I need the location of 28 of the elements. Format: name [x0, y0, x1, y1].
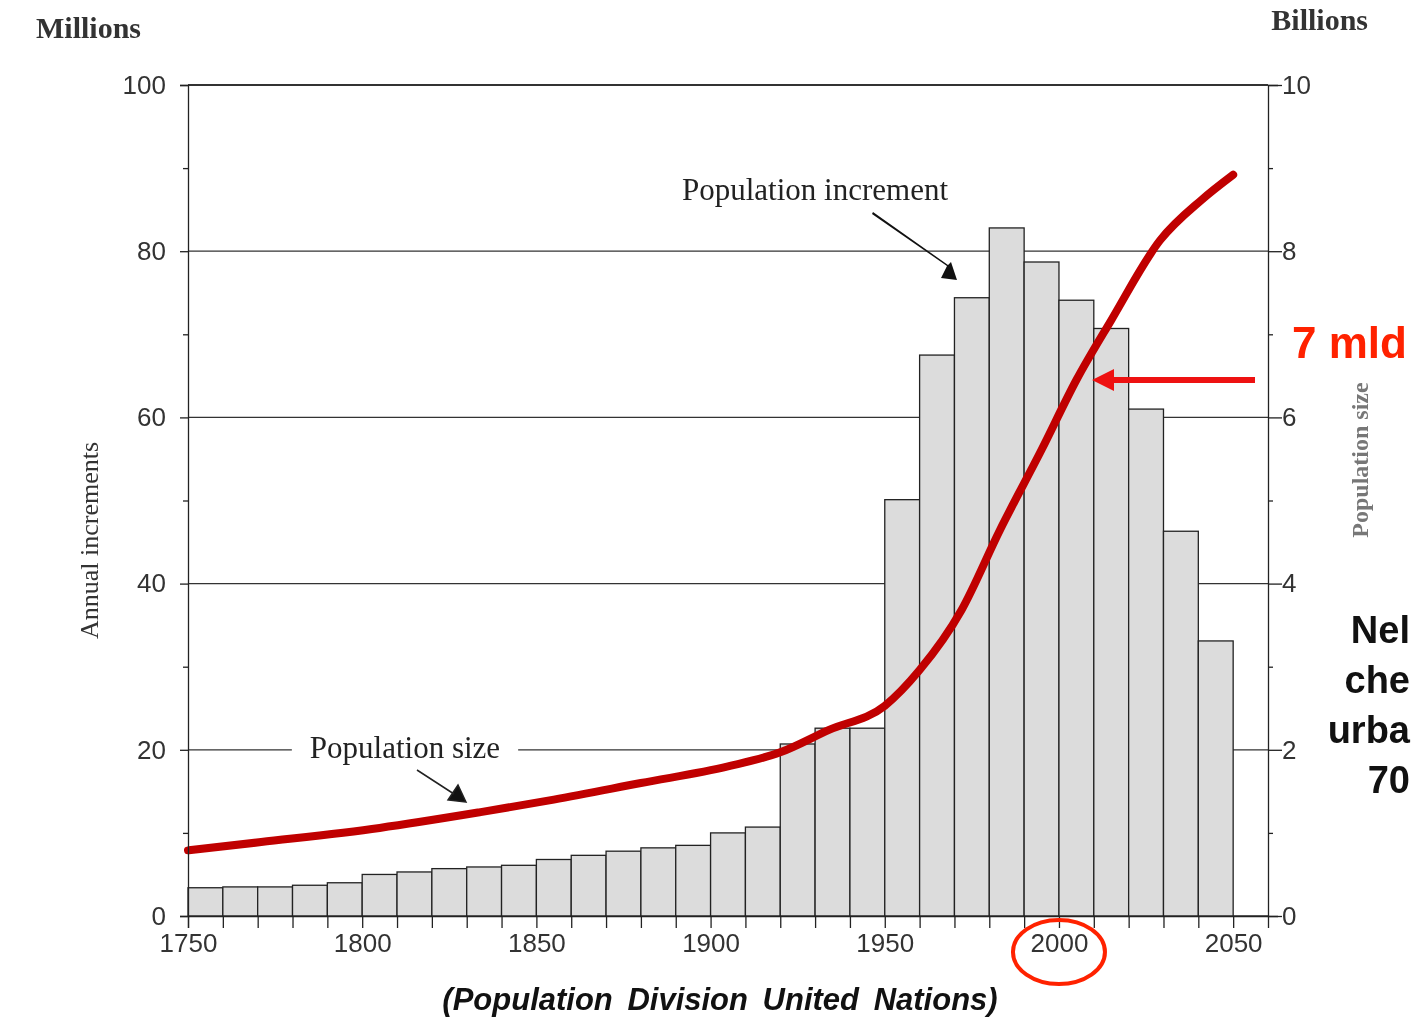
annotation: Population increment — [681, 172, 949, 207]
annotation: Population size — [309, 730, 501, 765]
x-tick-label: 1900 — [682, 928, 740, 959]
y-tick-label: 100 — [122, 69, 166, 100]
text: 7 mld — [1292, 318, 1407, 367]
y2-tick-label: 6 — [1282, 402, 1297, 433]
x-tick-label: 1800 — [333, 928, 392, 959]
x-tick-label: 2000 — [1030, 928, 1089, 959]
x-tick-label: 1850 — [507, 928, 566, 959]
x-tick-label: 1750 — [159, 928, 218, 959]
y2-tick-label: 10 — [1282, 69, 1311, 100]
text: Billions — [1271, 3, 1368, 36]
y2-tick-label: 4 — [1282, 568, 1297, 599]
x-tick-label: 2050 — [1204, 928, 1263, 959]
text: (Population Division United Nations) — [442, 982, 998, 1017]
y-tick-label: 20 — [137, 734, 166, 765]
x-tick-label: 1950 — [856, 928, 915, 959]
text: Nel che urba 70 — [1327, 609, 1411, 801]
text: Millions — [36, 11, 142, 44]
y-tick-label: 40 — [137, 568, 166, 599]
y2-tick-label: 0 — [1282, 900, 1297, 931]
y2-tick-label: 2 — [1282, 734, 1297, 765]
y-tick-label: 0 — [151, 900, 166, 931]
y2-tick-label: 8 — [1282, 236, 1297, 267]
y-tick-label: 80 — [137, 236, 166, 267]
y-tick-label: 60 — [137, 402, 166, 433]
y-axis-title: Annual increments — [75, 441, 104, 640]
y2-axis-title: Population size — [1347, 381, 1373, 538]
